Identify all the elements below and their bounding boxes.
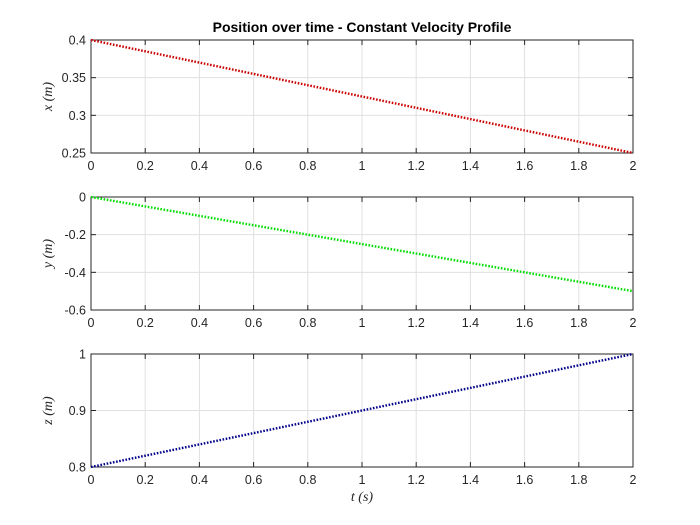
x-tick-label: 1.4 <box>462 316 479 330</box>
x-tick-label: 0 <box>88 316 95 330</box>
x-tick-label: 0.2 <box>137 159 154 173</box>
x-tick-label: 1.2 <box>408 159 425 173</box>
y-axis-label: x (m) <box>41 82 56 112</box>
x-tick-label: 0.4 <box>191 316 208 330</box>
x-tick-label: 1.8 <box>570 159 587 173</box>
y-tick-label: -0.6 <box>64 304 86 318</box>
chart-title: Position over time - Constant Velocity P… <box>213 19 512 35</box>
series-line <box>90 38 634 155</box>
x-tick-label: 1 <box>359 159 366 173</box>
x-tick-label: 0.6 <box>245 316 262 330</box>
series-line <box>90 352 634 469</box>
y-tick-label: 0.8 <box>69 461 86 475</box>
x-tick-label: 1.2 <box>408 316 425 330</box>
x-tick-label: 1.4 <box>462 159 479 173</box>
x-tick-label: 1.6 <box>516 316 533 330</box>
series-line <box>90 195 634 293</box>
y-tick-label: 0.4 <box>69 34 86 48</box>
x-tick-label: 1.4 <box>462 473 479 487</box>
x-tick-label: 1.2 <box>408 473 425 487</box>
y-tick-label: 0.3 <box>69 109 86 123</box>
x-tick-label: 0 <box>88 473 95 487</box>
x-tick-label: 0 <box>88 159 95 173</box>
x-tick-label: 1.6 <box>516 473 533 487</box>
subplot-1: 0 0.2 0.4 0.6 0.8 1 1.2 1.4 1.6 1.8 2 0.25 0.3 0.35 0.… <box>41 19 637 173</box>
y-tick-label: 0.9 <box>69 404 86 418</box>
x-tick-label: 0.4 <box>191 473 208 487</box>
x-tick-label: 0.2 <box>137 316 154 330</box>
x-tick-label: 0.8 <box>299 473 316 487</box>
x-tick-label: 2 <box>630 316 637 330</box>
subplot-3: 0 0.2 0.4 0.6 0.8 1 1.2 1.4 1.6 1.8 2 0.8 0.9 1 z (m) t… <box>41 348 637 506</box>
y-axis-label: z (m) <box>41 396 56 426</box>
x-tick-label: 1 <box>359 316 366 330</box>
x-tick-label: 0.4 <box>191 159 208 173</box>
y-tick-label: 0.25 <box>62 147 86 161</box>
x-tick-label: 1.6 <box>516 159 533 173</box>
x-tick-label: 2 <box>630 159 637 173</box>
y-axis-label: y (m) <box>41 239 56 270</box>
x-tick-label: 2 <box>630 473 637 487</box>
y-tick-label: 0 <box>79 191 86 205</box>
x-tick-label: 0.6 <box>245 159 262 173</box>
x-tick-label: 1 <box>359 473 366 487</box>
x-tick-label: 0.8 <box>299 316 316 330</box>
y-tick-label: 1 <box>79 348 86 362</box>
y-tick-label: -0.2 <box>64 228 86 242</box>
subplot-2: 0 0.2 0.4 0.6 0.8 1 1.2 1.4 1.6 1.8 2 -0.6 -0.4 -0.2 0… <box>41 191 637 331</box>
x-tick-label: 1.8 <box>570 473 587 487</box>
x-axis-label: t (s) <box>351 490 374 505</box>
y-tick-label: -0.4 <box>64 266 86 280</box>
x-tick-label: 1.8 <box>570 316 587 330</box>
x-tick-label: 0.6 <box>245 473 262 487</box>
x-tick-label: 0.2 <box>137 473 154 487</box>
x-tick-label: 0.8 <box>299 159 316 173</box>
y-tick-label: 0.35 <box>62 71 86 85</box>
